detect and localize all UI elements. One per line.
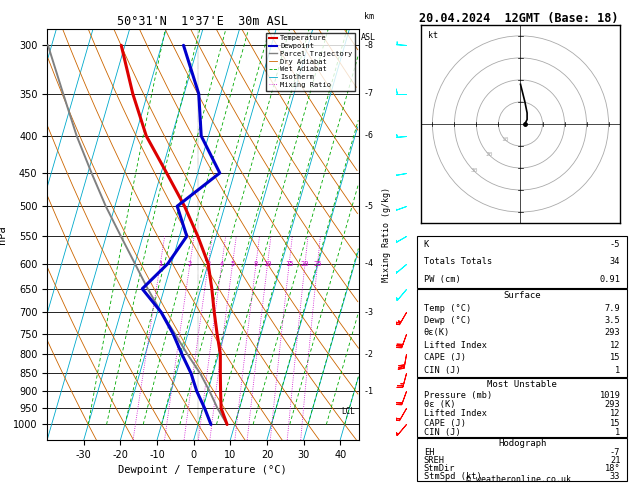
Text: 1019: 1019 — [599, 391, 620, 400]
Text: kt: kt — [428, 32, 438, 40]
Text: 15: 15 — [610, 353, 620, 363]
Text: 30: 30 — [470, 168, 478, 173]
Text: Lifted Index: Lifted Index — [424, 341, 487, 350]
Text: 15: 15 — [285, 261, 293, 267]
Text: 12: 12 — [610, 341, 620, 350]
Title: 50°31'N  1°37'E  30m ASL: 50°31'N 1°37'E 30m ASL — [118, 15, 288, 28]
Text: -1: -1 — [364, 387, 374, 396]
Text: Mixing Ratio (g/kg): Mixing Ratio (g/kg) — [382, 187, 391, 282]
Text: LCL: LCL — [341, 407, 355, 416]
Bar — [417, 289, 627, 377]
Text: θε(K): θε(K) — [424, 329, 450, 337]
Text: 293: 293 — [604, 400, 620, 409]
Text: 0.91: 0.91 — [599, 275, 620, 283]
Text: CIN (J): CIN (J) — [424, 428, 460, 437]
Text: 293: 293 — [604, 329, 620, 337]
Bar — [417, 236, 627, 288]
Text: 12: 12 — [610, 409, 620, 418]
Text: 5: 5 — [230, 261, 235, 267]
Text: Most Unstable: Most Unstable — [487, 380, 557, 389]
Text: © weatheronline.co.uk: © weatheronline.co.uk — [467, 474, 571, 484]
Text: Dewp (°C): Dewp (°C) — [424, 316, 471, 325]
Text: Lifted Index: Lifted Index — [424, 409, 487, 418]
Text: 20: 20 — [486, 152, 493, 157]
Text: 21: 21 — [610, 456, 620, 465]
Text: PW (cm): PW (cm) — [424, 275, 460, 283]
Y-axis label: hPa: hPa — [0, 225, 8, 244]
Text: -4: -4 — [364, 259, 374, 268]
Text: 33: 33 — [610, 472, 620, 481]
Text: -5: -5 — [364, 202, 374, 211]
Bar — [417, 438, 627, 481]
Text: 15: 15 — [610, 418, 620, 428]
Text: CAPE (J): CAPE (J) — [424, 353, 465, 363]
Text: 1: 1 — [615, 366, 620, 375]
Text: Hodograph: Hodograph — [498, 439, 546, 448]
Text: 8: 8 — [254, 261, 258, 267]
Text: 4: 4 — [220, 261, 224, 267]
Text: -8: -8 — [364, 41, 374, 50]
Text: EH: EH — [424, 448, 434, 457]
Text: Totals Totals: Totals Totals — [424, 258, 492, 266]
Text: -7: -7 — [610, 448, 620, 457]
Legend: Temperature, Dewpoint, Parcel Trajectory, Dry Adiabat, Wet Adiabat, Isotherm, Mi: Temperature, Dewpoint, Parcel Trajectory… — [266, 33, 355, 90]
Text: Pressure (mb): Pressure (mb) — [424, 391, 492, 400]
Text: ASL: ASL — [361, 33, 376, 42]
Text: 20.04.2024  12GMT (Base: 18): 20.04.2024 12GMT (Base: 18) — [419, 12, 619, 25]
Text: 34: 34 — [610, 258, 620, 266]
Text: 10: 10 — [264, 261, 272, 267]
Text: θε (K): θε (K) — [424, 400, 455, 409]
Text: 1: 1 — [615, 428, 620, 437]
Text: 3.5: 3.5 — [604, 316, 620, 325]
Text: CAPE (J): CAPE (J) — [424, 418, 465, 428]
Text: -3: -3 — [364, 308, 374, 317]
Text: km: km — [364, 12, 374, 21]
Text: CIN (J): CIN (J) — [424, 366, 460, 375]
Text: Temp (°C): Temp (°C) — [424, 304, 471, 312]
Text: -6: -6 — [364, 131, 374, 140]
Text: -7: -7 — [364, 89, 374, 98]
Bar — [417, 378, 627, 437]
Text: 2: 2 — [188, 261, 192, 267]
Text: 3: 3 — [206, 261, 211, 267]
Text: 18°: 18° — [604, 464, 620, 473]
Text: Surface: Surface — [503, 291, 541, 300]
Text: 20: 20 — [301, 261, 309, 267]
X-axis label: Dewpoint / Temperature (°C): Dewpoint / Temperature (°C) — [118, 465, 287, 475]
Text: K: K — [424, 240, 429, 249]
Text: 1: 1 — [158, 261, 162, 267]
Text: StmDir: StmDir — [424, 464, 455, 473]
Text: 25: 25 — [313, 261, 322, 267]
Text: 7.9: 7.9 — [604, 304, 620, 312]
Text: StmSpd (kt): StmSpd (kt) — [424, 472, 481, 481]
Text: 10: 10 — [501, 137, 509, 142]
Text: -2: -2 — [364, 350, 374, 359]
Text: SREH: SREH — [424, 456, 445, 465]
Text: -5: -5 — [610, 240, 620, 249]
